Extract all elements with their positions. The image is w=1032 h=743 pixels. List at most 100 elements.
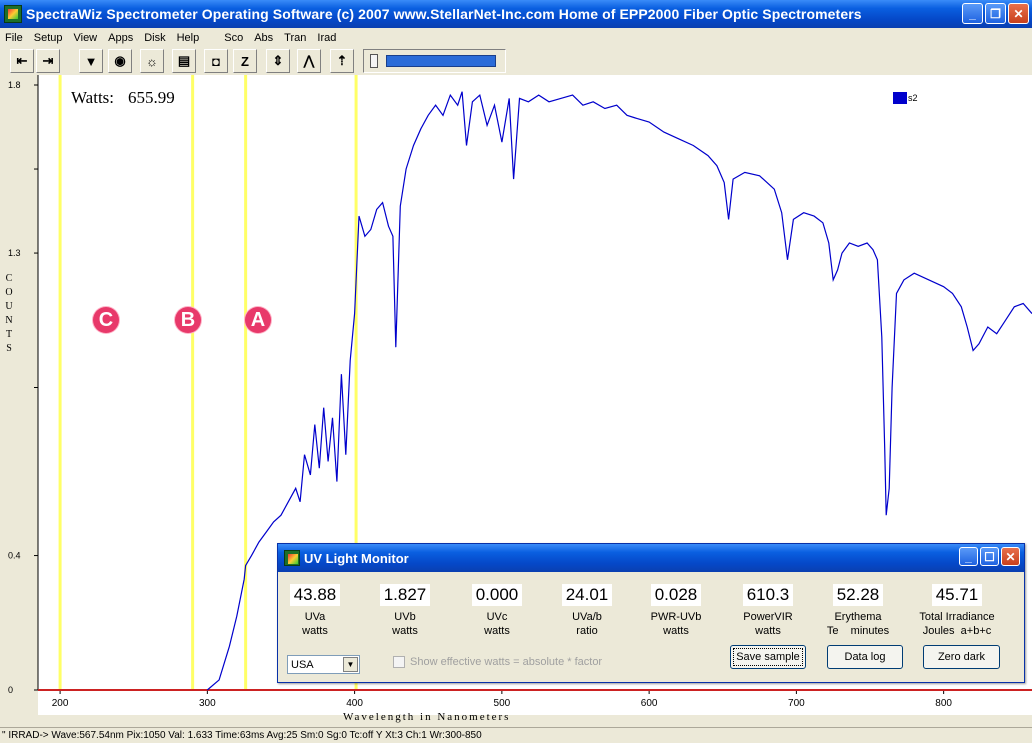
menu-irad[interactable]: Irad: [317, 31, 337, 44]
uv-reading-uva: 43.88 UVa watts: [270, 584, 360, 638]
uv-reading-unit: ratio: [576, 625, 598, 637]
close-icon: ✕: [1005, 549, 1016, 564]
x-tick-label: 600: [641, 698, 658, 709]
uv-reading-unit: Joules a+b+c: [922, 625, 992, 637]
checkbox-box[interactable]: [393, 656, 405, 668]
uv-maximize-button[interactable]: ☐: [980, 547, 999, 566]
menu-setup[interactable]: Setup: [33, 31, 63, 44]
save-spectrum-button[interactable]: ▼: [79, 49, 103, 73]
menu-sco[interactable]: Sco: [224, 31, 244, 44]
save-sample-button[interactable]: Save sample: [730, 645, 806, 669]
uv-light-monitor-dialog: UV Light Monitor _ ☐ ✕ 43.88 UVa watts 1.82…: [277, 543, 1025, 683]
uv-reading-pwr-uvb: 0.028 PWR-UVb watts: [631, 584, 721, 638]
watts-value: 655.99: [128, 88, 175, 107]
uv-reading-uvb: 1.827 UVb watts: [360, 584, 450, 638]
scale-up-button[interactable]: ⇕: [266, 49, 290, 73]
uv-reading-value: 52.28: [832, 584, 884, 606]
uv-reading-label: PowerVIR: [743, 611, 793, 623]
uv-reading-value: 0.028: [650, 584, 702, 606]
close-button[interactable]: ✕: [1008, 3, 1029, 24]
scroll-left-icon: ⇤: [16, 53, 28, 68]
uv-reading-unit: Te minutes: [826, 625, 890, 637]
uv-reading-unit: watts: [663, 625, 689, 637]
uv-dialog-title-bar[interactable]: UV Light Monitor _ ☐ ✕: [278, 544, 1024, 572]
menu-tran[interactable]: Tran: [284, 31, 307, 44]
uv-reading-label: UVb: [394, 611, 416, 623]
uv-reading-unit: watts: [755, 625, 781, 637]
uv-reading-uva-b: 24.01 UVa/b ratio: [542, 584, 632, 638]
scale-up-icon: ⇕: [272, 53, 284, 68]
uv-reading-uvc: 0.000 UVc watts: [452, 584, 542, 638]
scale-icon: ⇡: [336, 53, 348, 68]
title-bar: SpectraWiz Spectrometer Operating Softwa…: [0, 0, 1032, 28]
print-icon: ▤: [177, 53, 191, 68]
zoom-icon: Z: [241, 53, 249, 69]
uv-reading-unit: watts: [302, 625, 328, 637]
scroll-left-button[interactable]: ⇤: [10, 49, 34, 73]
y-tick-label: 0.4: [8, 551, 21, 561]
menu-view[interactable]: View: [73, 31, 98, 44]
uv-reading-label: UVa: [304, 611, 326, 623]
integration-slider[interactable]: [363, 49, 506, 73]
uv-reading-value: 1.827: [379, 584, 431, 606]
peak-icon: ⋀: [303, 53, 315, 68]
minimize-button[interactable]: _: [962, 3, 983, 24]
print-button[interactable]: ▤: [172, 49, 196, 73]
menu-bar: File Setup View Apps Disk Help Sco Abs T…: [0, 28, 1032, 47]
zoom-button[interactable]: Z: [233, 49, 257, 73]
uv-reading-label: PWR-UVb: [650, 611, 702, 623]
restore-button[interactable]: ❐: [985, 3, 1006, 24]
light-probe-button[interactable]: ◉: [108, 49, 132, 73]
chevron-down-icon[interactable]: ▼: [343, 657, 358, 672]
uv-reading-value: 45.71: [931, 584, 983, 606]
x-tick-label: 500: [494, 698, 511, 709]
uv-close-button[interactable]: ✕: [1001, 547, 1020, 566]
menu-file[interactable]: File: [5, 31, 23, 44]
menu-help[interactable]: Help: [176, 31, 200, 44]
zero-dark-button[interactable]: Zero dark: [923, 645, 1000, 669]
data-log-button[interactable]: Data log: [827, 645, 903, 669]
maximize-icon: ☐: [984, 549, 995, 564]
uv-reading-unit: watts: [392, 625, 418, 637]
uv-reading-label: Erythema: [834, 611, 882, 623]
restore-icon: ❐: [990, 6, 1001, 21]
uv-reading-label: UVc: [486, 611, 508, 623]
watts-readout: Watts: 655.99: [71, 88, 175, 108]
menu-disk[interactable]: Disk: [144, 31, 166, 44]
uv-reading-value: 610.3: [742, 584, 794, 606]
status-bar: " IRRAD-> Wave:567.54nm Pix:1050 Val: 1.…: [0, 727, 1032, 743]
region-select-value: USA: [291, 658, 314, 671]
menu-apps[interactable]: Apps: [108, 31, 134, 44]
save-spectrum-icon: ▼: [84, 53, 98, 69]
region-label-c: C: [93, 307, 119, 333]
uv-reading-value: 43.88: [289, 584, 341, 606]
uv-reading-unit: watts: [484, 625, 510, 637]
lamp-icon: ☼: [146, 53, 158, 69]
uv-minimize-button[interactable]: _: [959, 547, 978, 566]
menu-abs[interactable]: Abs: [254, 31, 274, 44]
uv-reading-total-irradiance: 45.71 Total Irradiance Joules a+b+c: [912, 584, 1002, 638]
watts-label: Watts:: [71, 88, 115, 107]
slider-thumb[interactable]: [370, 54, 378, 68]
legend-swatch: [893, 92, 907, 104]
y-tick-label: 0: [8, 685, 13, 695]
uv-reading-erythema: 52.28 Erythema Te minutes: [813, 584, 903, 638]
region-select[interactable]: USA ▼: [287, 655, 360, 674]
lamp-button[interactable]: ☼: [140, 49, 164, 73]
uv-reading-value: 0.000: [471, 584, 523, 606]
x-axis-title: Wavelength in Nanometers: [343, 711, 511, 723]
series-line-s2: [206, 91, 1032, 691]
effective-watts-checkbox[interactable]: Show effective watts = absolute * factor: [393, 656, 602, 668]
scroll-right-icon: ⇥: [42, 53, 54, 68]
uv-reading-label: Total Irradiance: [919, 611, 995, 623]
scroll-right-button[interactable]: ⇥: [36, 49, 60, 73]
uv-app-icon: [284, 550, 300, 566]
x-tick-label: 400: [346, 698, 363, 709]
spectrawiz-app-icon[interactable]: [4, 5, 22, 23]
minimize-icon: _: [965, 549, 972, 564]
scale-button[interactable]: ⇡: [330, 49, 354, 73]
camera-button[interactable]: ◘: [204, 49, 228, 73]
camera-icon: ◘: [212, 53, 220, 69]
peak-button[interactable]: ⋀: [297, 49, 321, 73]
y-tick-label: 1.8: [8, 80, 21, 90]
